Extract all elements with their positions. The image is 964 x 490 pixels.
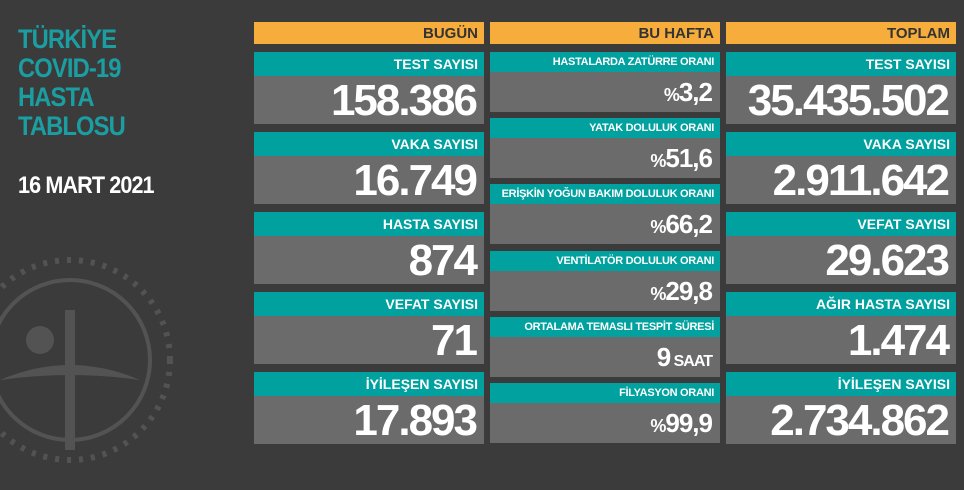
stat-label: VEFAT SAYISI [254,292,484,316]
stat-value-box: 35.435.502 [726,76,956,126]
stat-value: 51,6 [665,143,713,174]
today-column: BUGÜN TEST SAYISI 158.386 VAKA SAYISI 16.74… [254,22,484,445]
week-card: FİLYASYON ORANI %99,9 [490,383,720,443]
stat-value: 874 [408,236,478,285]
total-column: TOPLAM TEST SAYISI 35.435.502 VAKA SAYISI 2… [726,22,956,445]
stat-value: 3,2 [678,77,713,107]
percent-sign: % [650,217,666,238]
stat-value-box: 9 SAAT [490,337,720,382]
stat-value-box: 16.749 [254,156,484,206]
today-card: HASTA SAYISI 874 [254,212,484,286]
total-card: İYİLEŞEN SAYISI 2.734.862 [726,372,956,446]
total-card: VAKA SAYISI 2.911.642 [726,132,956,206]
stat-value: 99,9 [665,408,713,438]
report-date: 16 MART 2021 [18,172,155,199]
stat-label: VAKA SAYISI [726,132,956,156]
week-header: BU HAFTA [490,22,720,44]
stat-label: VAKA SAYISI [254,132,484,156]
week-card: HASTALARDA ZATÜRRE ORANI %3,2 [490,52,720,112]
stat-label: ERİŞKİN YOĞUN BAKIM DOLULUK ORANI [490,184,720,205]
stat-label: ORTALAMA TEMASLI TESPİT SÜRESİ [490,316,720,337]
stat-label: YATAK DOLULUK ORANI [490,118,720,139]
stat-value-box: 2.734.862 [726,396,956,446]
stat-value: 158.386 [330,76,478,125]
stat-label: HASTALARDA ZATÜRRE ORANI [490,52,720,72]
stat-label: VEFAT SAYISI [726,212,956,236]
stat-value: 2.911.642 [772,156,950,205]
stat-value-box: %51,6 [490,138,720,181]
total-card: TEST SAYISI 35.435.502 [726,52,956,126]
stat-value-box: %29,8 [490,271,720,314]
today-card: VEFAT SAYISI 71 [254,292,484,366]
today-card: TEST SAYISI 158.386 [254,52,484,126]
ministry-logo-watermark [0,257,173,463]
stat-label: AĞIR HASTA SAYISI [726,292,956,316]
stat-value-box: 17.893 [254,396,484,446]
stat-value-box: 158.386 [254,76,484,126]
stat-value-box: %66,2 [490,204,720,247]
stat-label: İYİLEŞEN SAYISI [726,372,956,396]
week-card: VENTİLATÖR DOLULUK ORANI %29,8 [490,250,720,314]
stat-value: 9 [656,341,672,372]
stat-label: FİLYASYON ORANI [490,383,720,403]
stat-value: 66,2 [665,209,713,240]
percent-sign: % [650,416,666,436]
stat-value: 35.435.502 [747,76,950,125]
stat-value-box: 874 [254,236,484,286]
stat-value-box: %3,2 [490,72,720,115]
stat-value: 2.734.862 [770,396,950,445]
unit-label: SAAT [670,352,713,370]
total-card: AĞIR HASTA SAYISI 1.474 [726,292,956,366]
percent-sign: % [650,151,666,172]
stat-value: 29.623 [825,236,950,285]
week-card: ERİŞKİN YOĞUN BAKIM DOLULUK ORANI %66,2 [490,184,720,247]
stat-label: TEST SAYISI [726,52,956,76]
week-card: YATAK DOLULUK ORANI %51,6 [490,118,720,181]
stat-label: VENTİLATÖR DOLULUK ORANI [490,250,720,271]
stat-label: İYİLEŞEN SAYISI [254,372,484,396]
stat-value-box: %99,9 [490,403,720,446]
stat-label: HASTA SAYISI [254,212,484,236]
stat-value: 71 [431,316,478,365]
stat-value-box: 29.623 [726,236,956,286]
stat-value-box: 1.474 [726,316,956,366]
stat-value: 1.474 [847,316,950,365]
total-header: TOPLAM [726,22,956,44]
stat-value-box: 2.911.642 [726,156,956,206]
page-title: TÜRKİYE COVID-19 HASTA TABLOSU [18,24,126,141]
total-card: VEFAT SAYISI 29.623 [726,212,956,286]
week-column: BU HAFTA HASTALARDA ZATÜRRE ORANI %3,2 YAT… [490,22,720,443]
stat-value-box: 71 [254,316,484,366]
stat-value: 29,8 [665,275,713,306]
stat-value: 16.749 [353,156,478,205]
percent-sign: % [663,85,680,105]
today-card: İYİLEŞEN SAYISI 17.893 [254,372,484,446]
week-card: ORTALAMA TEMASLI TESPİT SÜRESİ 9 SAAT [490,316,720,377]
stat-value: 17.893 [353,396,478,445]
percent-sign: % [650,283,666,304]
stat-label: TEST SAYISI [254,52,484,76]
today-card: VAKA SAYISI 16.749 [254,132,484,206]
today-header: BUGÜN [254,22,484,44]
